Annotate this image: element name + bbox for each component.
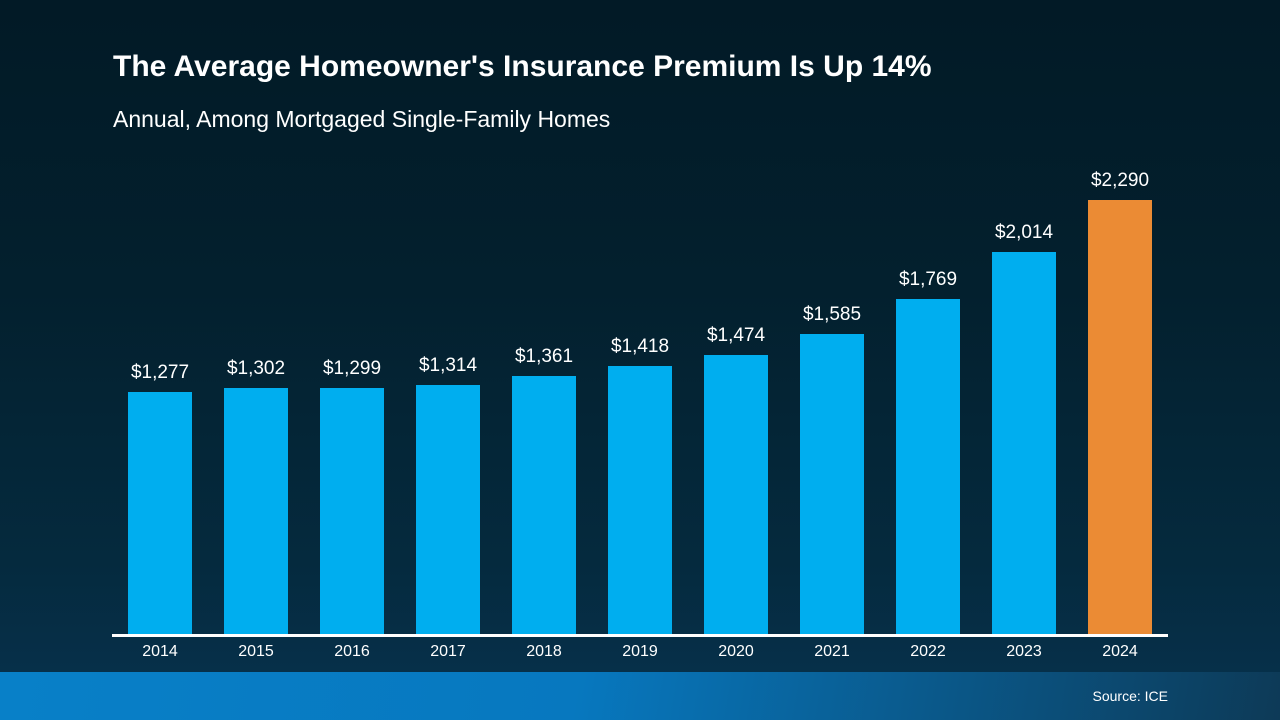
- bar-value-label: $2,290: [1090, 170, 1150, 191]
- bar-group: $1,474: [704, 325, 768, 635]
- source-label: Source: ICE: [1092, 688, 1168, 704]
- x-tick-label: 2020: [718, 643, 754, 660]
- bar: [320, 388, 384, 635]
- x-tick-label: 2021: [814, 643, 850, 660]
- bar-value-label: $1,474: [706, 325, 766, 346]
- bar: [608, 366, 672, 635]
- bar: [1088, 200, 1152, 635]
- bar-value-label: $1,585: [802, 304, 862, 325]
- bars-container: $1,277 $1,302 $1,299 $1,314 $1,361 $1,418 $1,4…: [112, 160, 1168, 635]
- x-tick-label: 2017: [430, 643, 466, 660]
- bar-chart: $1,277 $1,302 $1,299 $1,314 $1,361 $1,418 $1,4…: [112, 160, 1168, 670]
- bar-value-label: $1,302: [226, 358, 286, 379]
- bar: [224, 388, 288, 635]
- bar: [992, 252, 1056, 635]
- bar-group: $1,277: [128, 362, 192, 635]
- x-axis-ticks: 2014 2015 2016 2017 2018 2019 2020 2021 2022 2023…: [112, 643, 1168, 661]
- bar-value-label: $1,418: [610, 336, 670, 357]
- bar: [128, 392, 192, 635]
- x-axis-line: [112, 634, 1168, 637]
- bar-value-label: $1,361: [514, 346, 574, 367]
- bar-group: $1,769: [896, 269, 960, 635]
- bar-group: $1,361: [512, 346, 576, 635]
- bar: [800, 334, 864, 635]
- bar-group: $1,314: [416, 355, 480, 635]
- bar-group: $1,585: [800, 304, 864, 635]
- page-title: The Average Homeowner's Insurance Premiu…: [113, 50, 932, 83]
- bar: [896, 299, 960, 635]
- bar: [512, 376, 576, 635]
- x-tick-label: 2014: [142, 643, 178, 660]
- bar-value-label: $1,769: [898, 269, 958, 290]
- footer-band: Source: ICE: [0, 672, 1280, 720]
- bar-group: $1,299: [320, 358, 384, 635]
- x-tick-label: 2019: [622, 643, 658, 660]
- bar-group: $2,290: [1088, 170, 1152, 635]
- x-tick-label: 2024: [1102, 643, 1138, 660]
- bar-value-label: $1,277: [130, 362, 190, 383]
- bar-group: $1,302: [224, 358, 288, 635]
- bar: [704, 355, 768, 635]
- bar-value-label: $1,299: [322, 358, 382, 379]
- bar-group: $1,418: [608, 336, 672, 635]
- bar-value-label: $1,314: [418, 355, 478, 376]
- bar: [416, 385, 480, 635]
- x-tick-label: 2022: [910, 643, 946, 660]
- x-tick-label: 2023: [1006, 643, 1042, 660]
- x-tick-label: 2015: [238, 643, 274, 660]
- bar-group: $2,014: [992, 222, 1056, 635]
- x-tick-label: 2016: [334, 643, 370, 660]
- bar-value-label: $2,014: [994, 222, 1054, 243]
- x-tick-label: 2018: [526, 643, 562, 660]
- page-subtitle: Annual, Among Mortgaged Single-Family Ho…: [113, 106, 611, 132]
